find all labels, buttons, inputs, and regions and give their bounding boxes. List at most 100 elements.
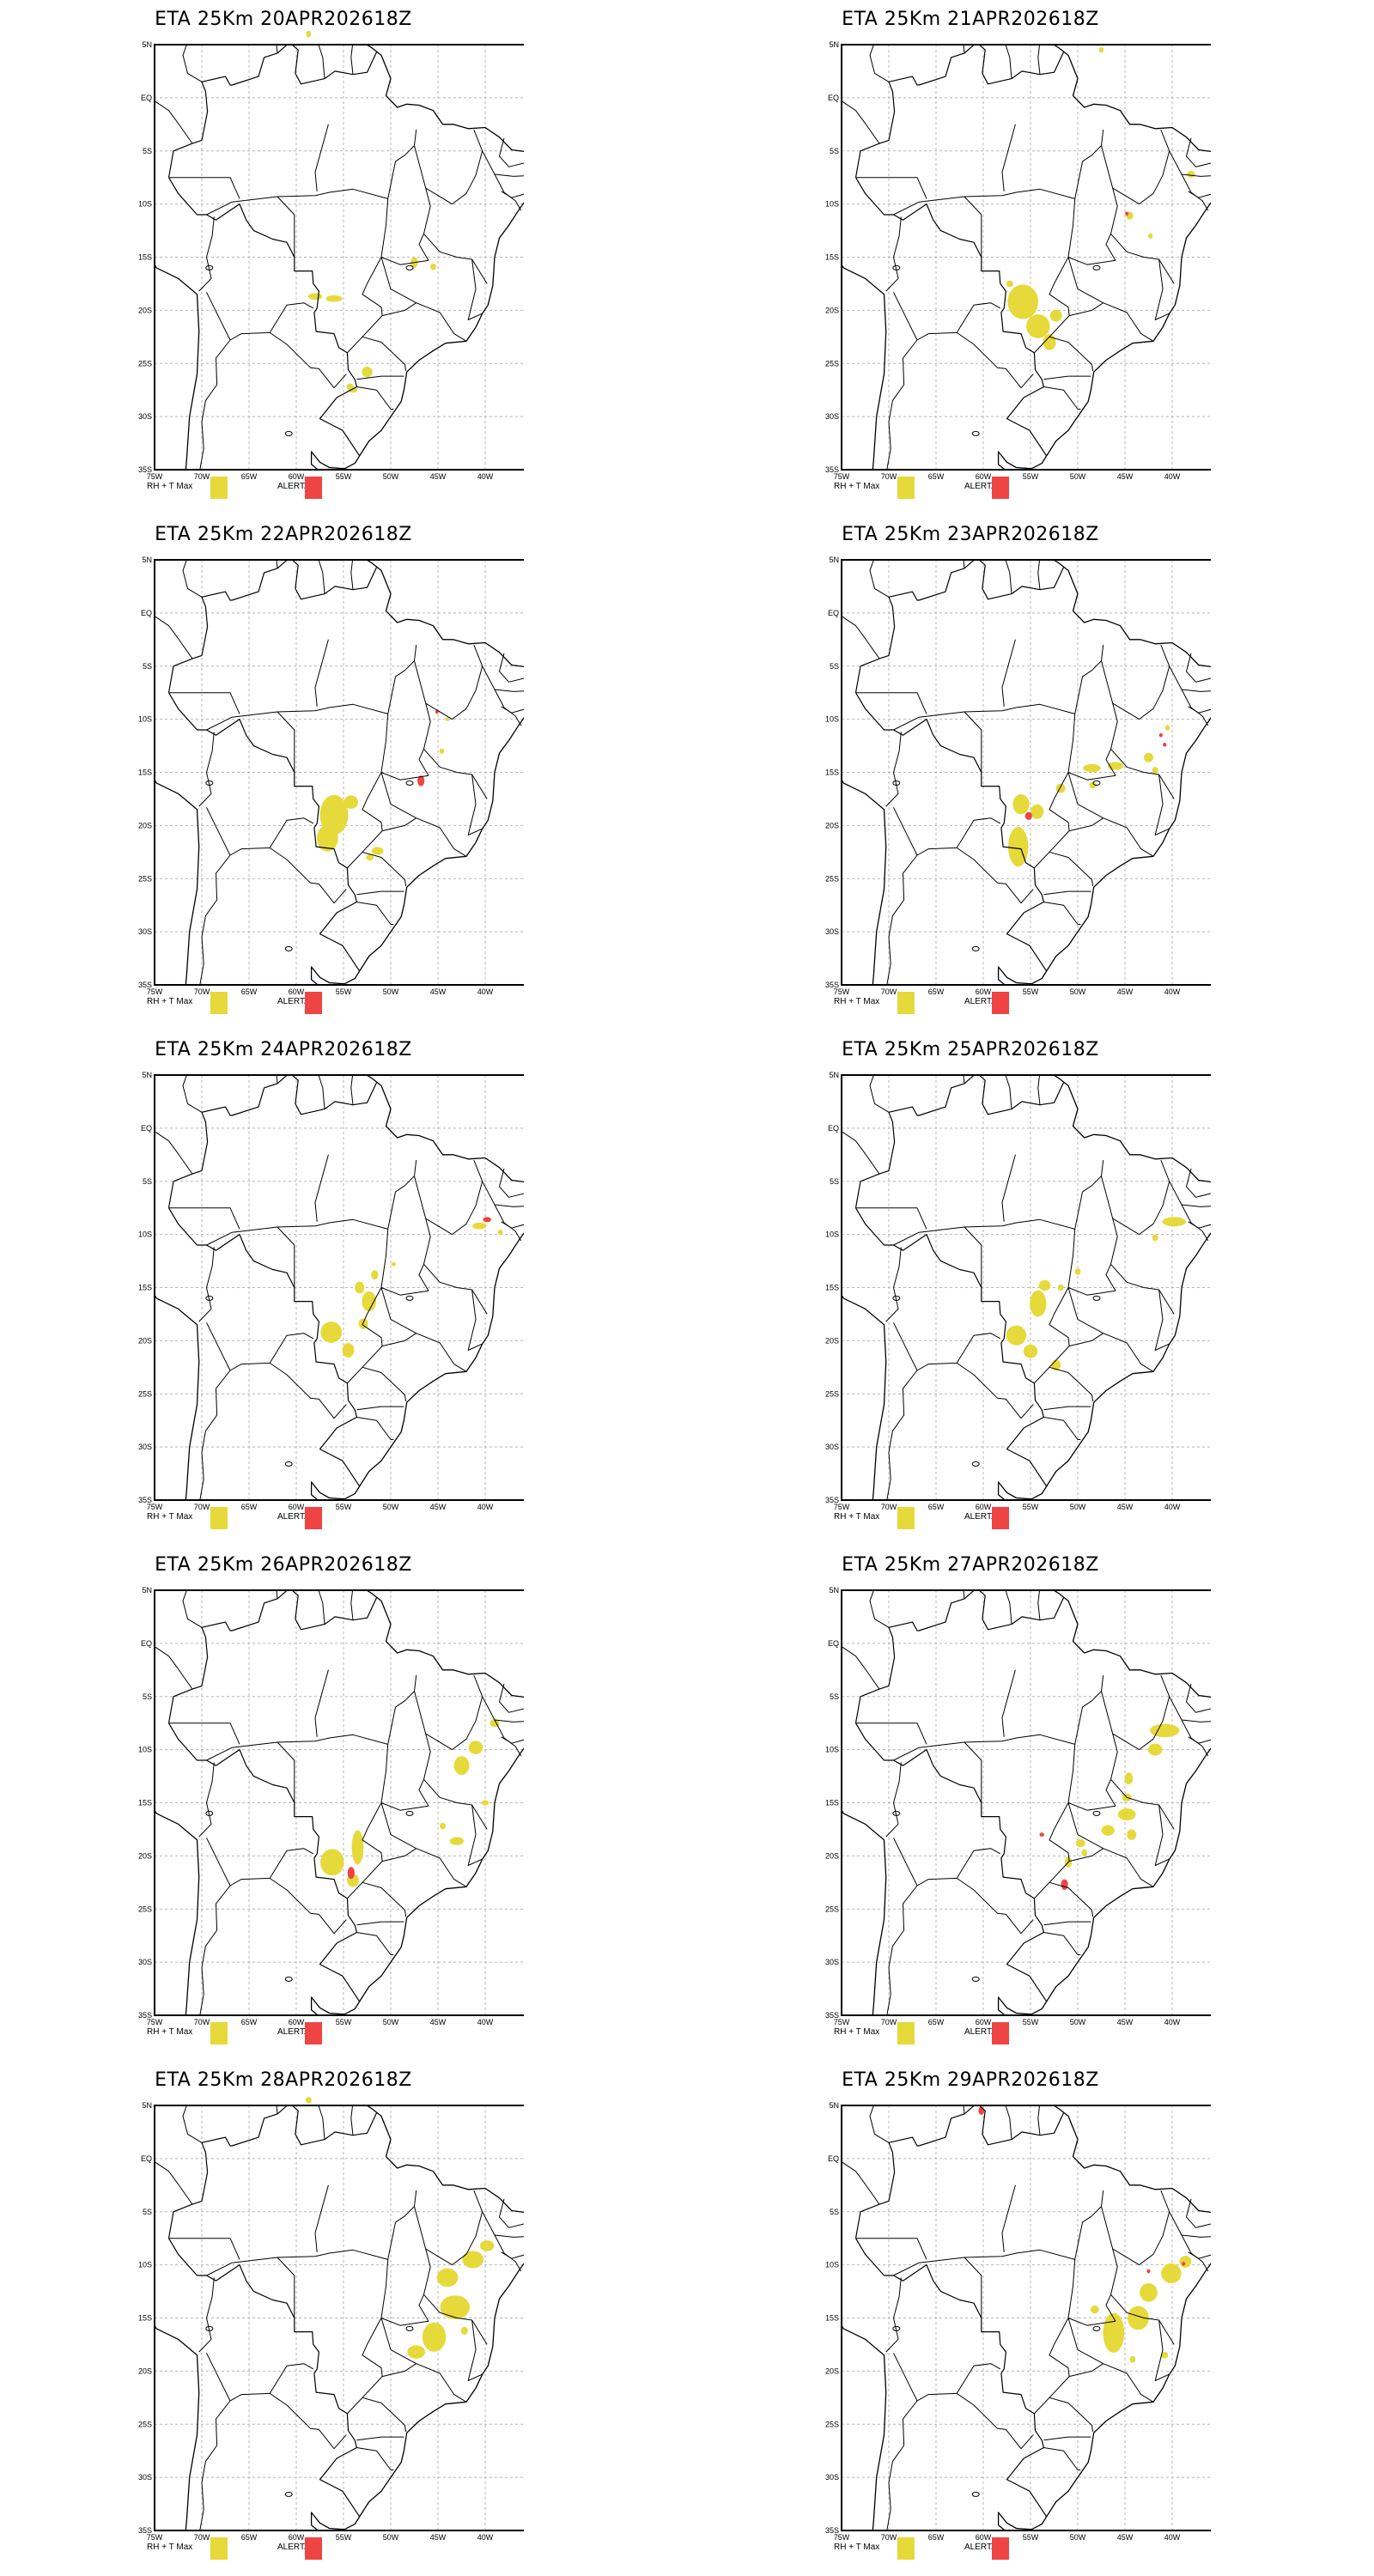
- y-tick-label: 35S: [825, 1496, 839, 1504]
- alerta-area: [1146, 2269, 1151, 2274]
- x-tick-label: 40W: [477, 2533, 494, 2542]
- x-tick-label: 45W: [1117, 987, 1134, 996]
- x-tick-label: 55W: [336, 2533, 352, 2542]
- x-tick-label: 75W: [834, 2533, 850, 2542]
- map-title: ETA 25Km 20APR202618Z: [155, 9, 412, 30]
- x-tick-label: 60W: [976, 1503, 992, 1511]
- rh-tmax-area: [1057, 1284, 1064, 1291]
- x-tick-label: 75W: [834, 987, 850, 996]
- rh-tmax-area: [362, 366, 373, 378]
- x-tick-label: 60W: [976, 2018, 992, 2026]
- x-tick-label: 60W: [289, 2018, 305, 2026]
- y-tick-label: 5N: [142, 2101, 152, 2110]
- map-legend: RH + T Max ALERTA: [43, 477, 524, 502]
- y-tick-label: 10S: [825, 1746, 839, 1754]
- x-tick-label: 75W: [147, 2018, 163, 2026]
- forecast-map-panel-10: 75W70W65W60W55W50W45W40W35W5NEQ5S10S15S2…: [730, 2061, 1211, 2576]
- map-frame: [154, 1074, 524, 1501]
- rh-tmax-area: [1129, 2355, 1136, 2363]
- x-tick-label: 40W: [477, 987, 494, 996]
- x-tick-label: 70W: [881, 472, 897, 481]
- y-tick-label: 20S: [825, 821, 839, 829]
- y-tick-label: EQ: [141, 609, 152, 617]
- rh-tmax-area: [1075, 1838, 1085, 1848]
- map-figure: 75W70W65W60W55W50W45W40W35W5NEQ5S10S15S2…: [825, 556, 1211, 996]
- rh-tmax-area: [1144, 752, 1153, 762]
- x-tick-label: 50W: [1070, 472, 1086, 481]
- y-tick-label: 5N: [829, 40, 839, 49]
- x-tick-label: 75W: [834, 1503, 850, 1511]
- forecast-areas: [1006, 47, 1195, 350]
- x-tick-label: 45W: [430, 2533, 447, 2542]
- legend-label-alerta: ALERTA: [964, 2543, 997, 2552]
- legend-swatch-rh-tmax: [210, 1507, 228, 1529]
- map-outlines: [155, 1590, 524, 2015]
- legend-swatch-alerta: [305, 992, 322, 1014]
- x-tick-label: 50W: [383, 1503, 399, 1511]
- map-outlines: [842, 1590, 1211, 2015]
- forecast-map-panel-9: 75W70W65W60W55W50W45W40W35W5NEQ5S10S15S2…: [43, 2061, 524, 2576]
- y-tick-label: 5N: [829, 1071, 839, 1079]
- y-tick-label: EQ: [828, 1639, 839, 1648]
- rh-tmax-area: [1187, 171, 1195, 178]
- forecast-areas: [306, 30, 436, 393]
- y-tick-label: 5S: [830, 2208, 839, 2216]
- rh-tmax-area: [439, 748, 445, 754]
- y-tick-label: 10S: [825, 715, 839, 724]
- gridlines: [842, 45, 1211, 470]
- rh-tmax-area: [319, 794, 349, 835]
- map-outlines: [842, 560, 1211, 985]
- x-tick-label: 65W: [928, 2018, 945, 2026]
- y-tick-label: 5S: [830, 1177, 839, 1186]
- rh-tmax-area: [1127, 1829, 1137, 1840]
- gridlines: [155, 560, 524, 985]
- x-tick-label: 45W: [430, 987, 447, 996]
- rh-tmax-area: [1049, 309, 1062, 322]
- rh-tmax-area: [1030, 1290, 1047, 1317]
- map-legend: RH + T Max ALERTA: [43, 2022, 524, 2048]
- alerta-area: [1182, 2262, 1186, 2266]
- x-tick-label: 55W: [336, 2018, 352, 2026]
- gridlines: [842, 560, 1211, 985]
- rh-tmax-area: [445, 717, 450, 721]
- map-legend: RH + T Max ALERTA: [43, 1507, 524, 1533]
- y-tick-label: 30S: [825, 1443, 839, 1451]
- map-figure: 75W70W65W60W55W50W45W40W35W5NEQ5S10S15S2…: [138, 556, 524, 996]
- x-tick-label: 55W: [1023, 2533, 1039, 2542]
- legend-label-rh-tmax: RH + T Max: [147, 482, 193, 491]
- rh-tmax-area: [481, 1800, 489, 1806]
- y-tick-label: 5N: [142, 40, 152, 49]
- map-figure: 75W70W65W60W55W50W45W40W35W5NEQ5S10S15S2…: [138, 1586, 524, 2026]
- x-tick-label: 65W: [241, 2018, 258, 2026]
- x-tick-label: 40W: [1164, 2533, 1181, 2542]
- map-outlines: [155, 45, 524, 470]
- x-tick-label: 60W: [289, 987, 305, 996]
- forecast-map-panel-5: 75W70W65W60W55W50W45W40W35W5NEQ5S10S15S2…: [43, 1030, 524, 1546]
- y-tick-label: 35S: [138, 2011, 152, 2020]
- legend-label-alerta: ALERTA: [964, 482, 997, 491]
- map-outlines: [842, 1075, 1211, 1500]
- x-tick-label: 75W: [834, 472, 850, 481]
- rh-tmax-area: [1026, 314, 1050, 338]
- rh-tmax-area: [1150, 1723, 1180, 1738]
- legend-label-alerta: ALERTA: [277, 482, 310, 491]
- rh-tmax-area: [479, 2240, 495, 2251]
- rh-tmax-area: [1038, 1279, 1051, 1291]
- x-tick-label: 40W: [477, 1503, 494, 1511]
- rh-tmax-area: [342, 1343, 355, 1358]
- map-figure: 75W70W65W60W55W50W45W40W35W5NEQ5S10S15S2…: [825, 40, 1211, 481]
- rh-tmax-area: [1081, 1849, 1088, 1856]
- y-tick-label: 30S: [138, 1443, 152, 1451]
- forecast-areas: [320, 1217, 503, 1358]
- rh-tmax-area: [1006, 1325, 1027, 1346]
- alerta-area: [417, 775, 425, 787]
- map-legend: RH + T Max ALERTA: [730, 2022, 1211, 2048]
- legend-swatch-rh-tmax: [210, 992, 228, 1014]
- y-tick-label: 15S: [138, 1284, 152, 1292]
- map-figure: 75W70W65W60W55W50W45W40W35W5NEQ5S10S15S2…: [138, 2096, 524, 2542]
- rh-tmax-area: [1161, 2351, 1169, 2359]
- y-tick-label: 5S: [143, 662, 152, 671]
- x-tick-label: 40W: [1164, 472, 1181, 481]
- rh-tmax-area: [1098, 47, 1104, 53]
- y-tick-label: EQ: [141, 1124, 152, 1133]
